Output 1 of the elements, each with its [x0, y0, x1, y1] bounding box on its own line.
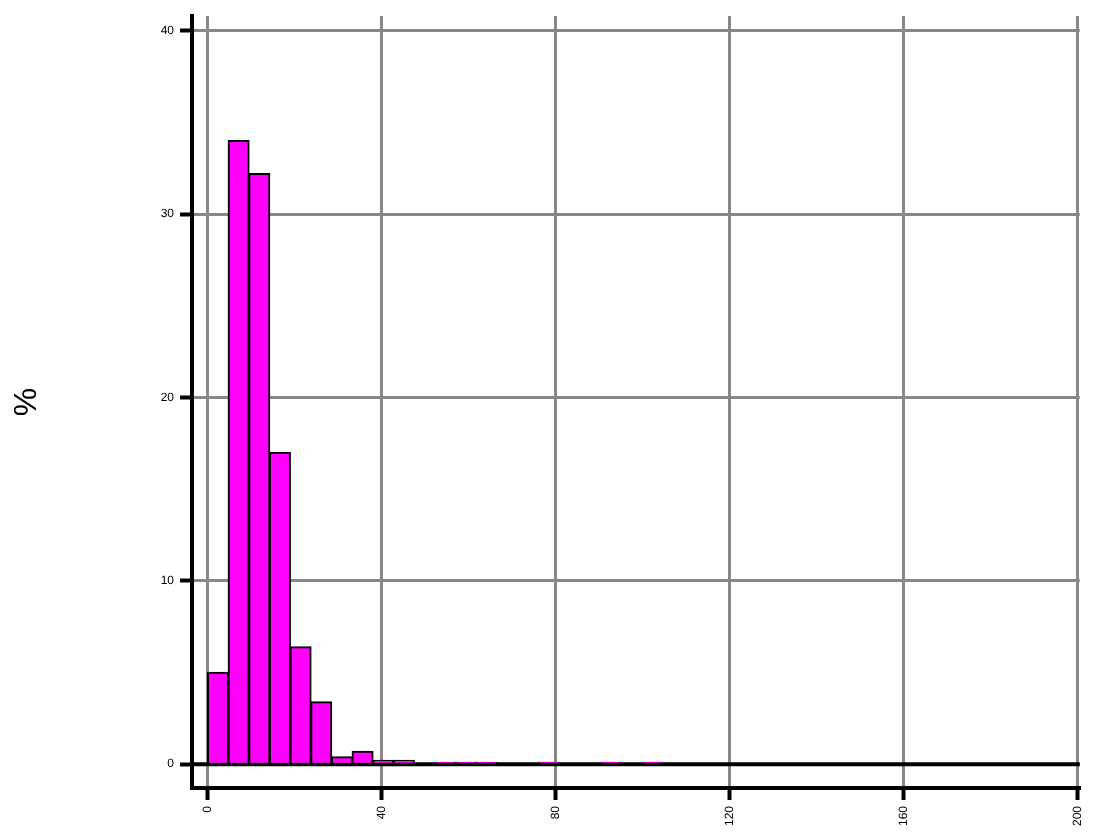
y-axis-title: % — [10, 387, 45, 417]
